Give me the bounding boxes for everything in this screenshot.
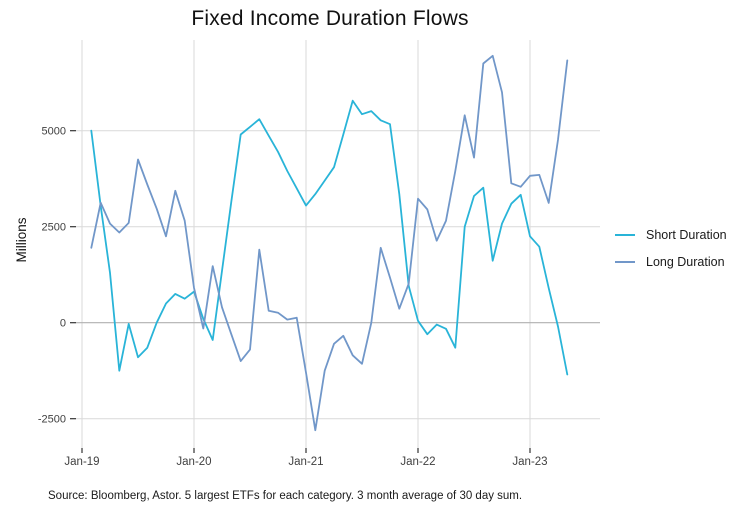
x-tick-label: Jan-22 bbox=[400, 456, 435, 468]
legend-label-long-duration: Long Duration bbox=[646, 255, 725, 269]
chart-title: Fixed Income Duration Flows bbox=[191, 7, 469, 30]
series-line-long-duration bbox=[90, 54, 569, 432]
y-tick-label: -2500 bbox=[38, 414, 66, 426]
y-tick-label: 0 bbox=[60, 318, 66, 330]
x-tick-label: Jan-21 bbox=[288, 456, 323, 468]
x-tick-label: Jan-19 bbox=[64, 456, 99, 468]
legend-item-long-duration: Long Duration bbox=[615, 254, 727, 270]
long-duration-line-swatch bbox=[615, 260, 635, 264]
y-tick-label: 5000 bbox=[42, 126, 66, 138]
source-note: Source: Bloomberg, Astor. 5 largest ETFs… bbox=[48, 490, 523, 502]
legend: Short Duration Long Duration bbox=[615, 227, 727, 281]
x-tick-label: Jan-20 bbox=[176, 456, 211, 468]
y-tick-label: 2500 bbox=[42, 222, 66, 234]
legend-label-short-duration: Short Duration bbox=[646, 228, 727, 242]
short-duration-line-swatch bbox=[615, 233, 635, 237]
series-line-short-duration bbox=[90, 99, 569, 376]
legend-item-short-duration: Short Duration bbox=[615, 227, 727, 243]
x-tick-label: Jan-23 bbox=[512, 456, 547, 468]
